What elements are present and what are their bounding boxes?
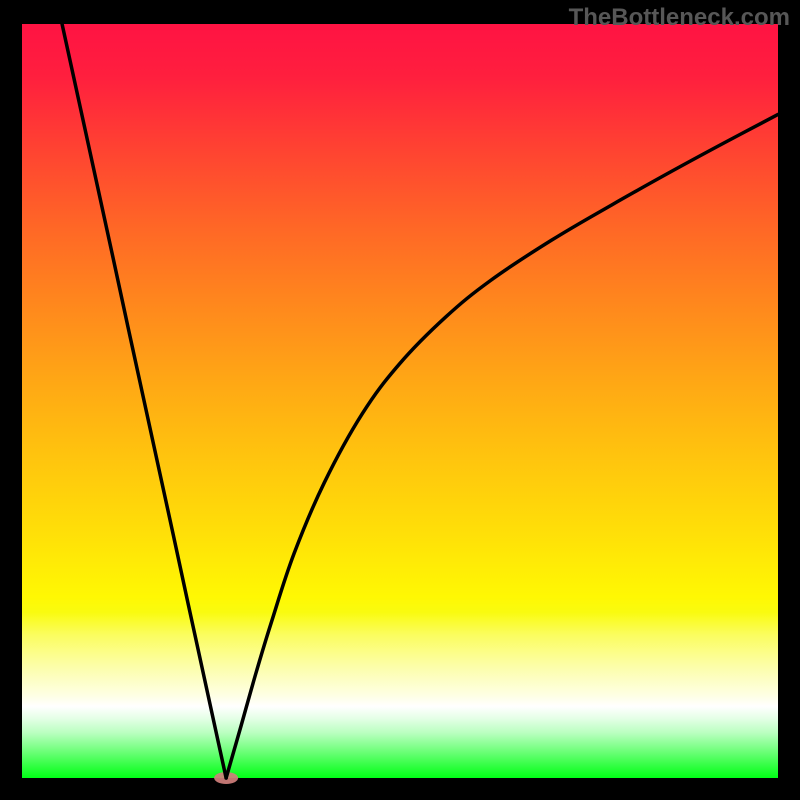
plot-background bbox=[22, 24, 778, 778]
watermark-text: TheBottleneck.com bbox=[569, 4, 790, 32]
chart-container: TheBottleneck.com bbox=[0, 0, 800, 800]
chart-svg bbox=[0, 0, 800, 800]
